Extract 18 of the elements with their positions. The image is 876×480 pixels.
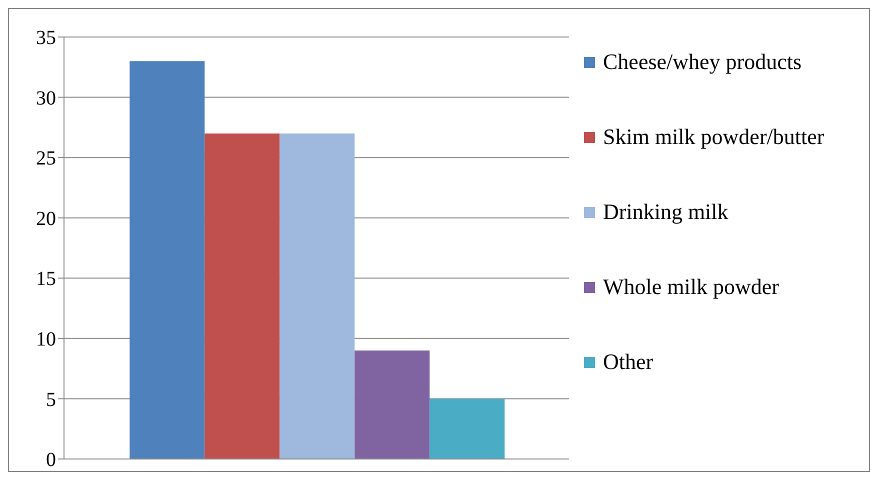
y-tick-label: 30: [36, 87, 56, 110]
bar: [130, 61, 205, 459]
legend-label: Whole milk powder: [603, 274, 779, 300]
y-tick-label: 20: [36, 208, 56, 230]
y-tick-label: 35: [36, 27, 56, 50]
legend-label: Drinking milk: [603, 199, 728, 225]
bar: [354, 350, 430, 459]
y-tick-label: 25: [36, 148, 56, 170]
legend-label: Cheese/whey products: [603, 49, 802, 75]
y-tick-label: 15: [36, 268, 56, 290]
bar: [204, 133, 280, 459]
legend-label: Skim milk powder/butter: [603, 124, 824, 150]
bar: [280, 133, 355, 459]
y-tick-label: 5: [46, 388, 56, 411]
y-tick-label: 10: [36, 328, 56, 351]
legend-label: Other: [603, 349, 654, 375]
bar: [430, 398, 505, 459]
y-tick-label: 0: [46, 449, 56, 472]
